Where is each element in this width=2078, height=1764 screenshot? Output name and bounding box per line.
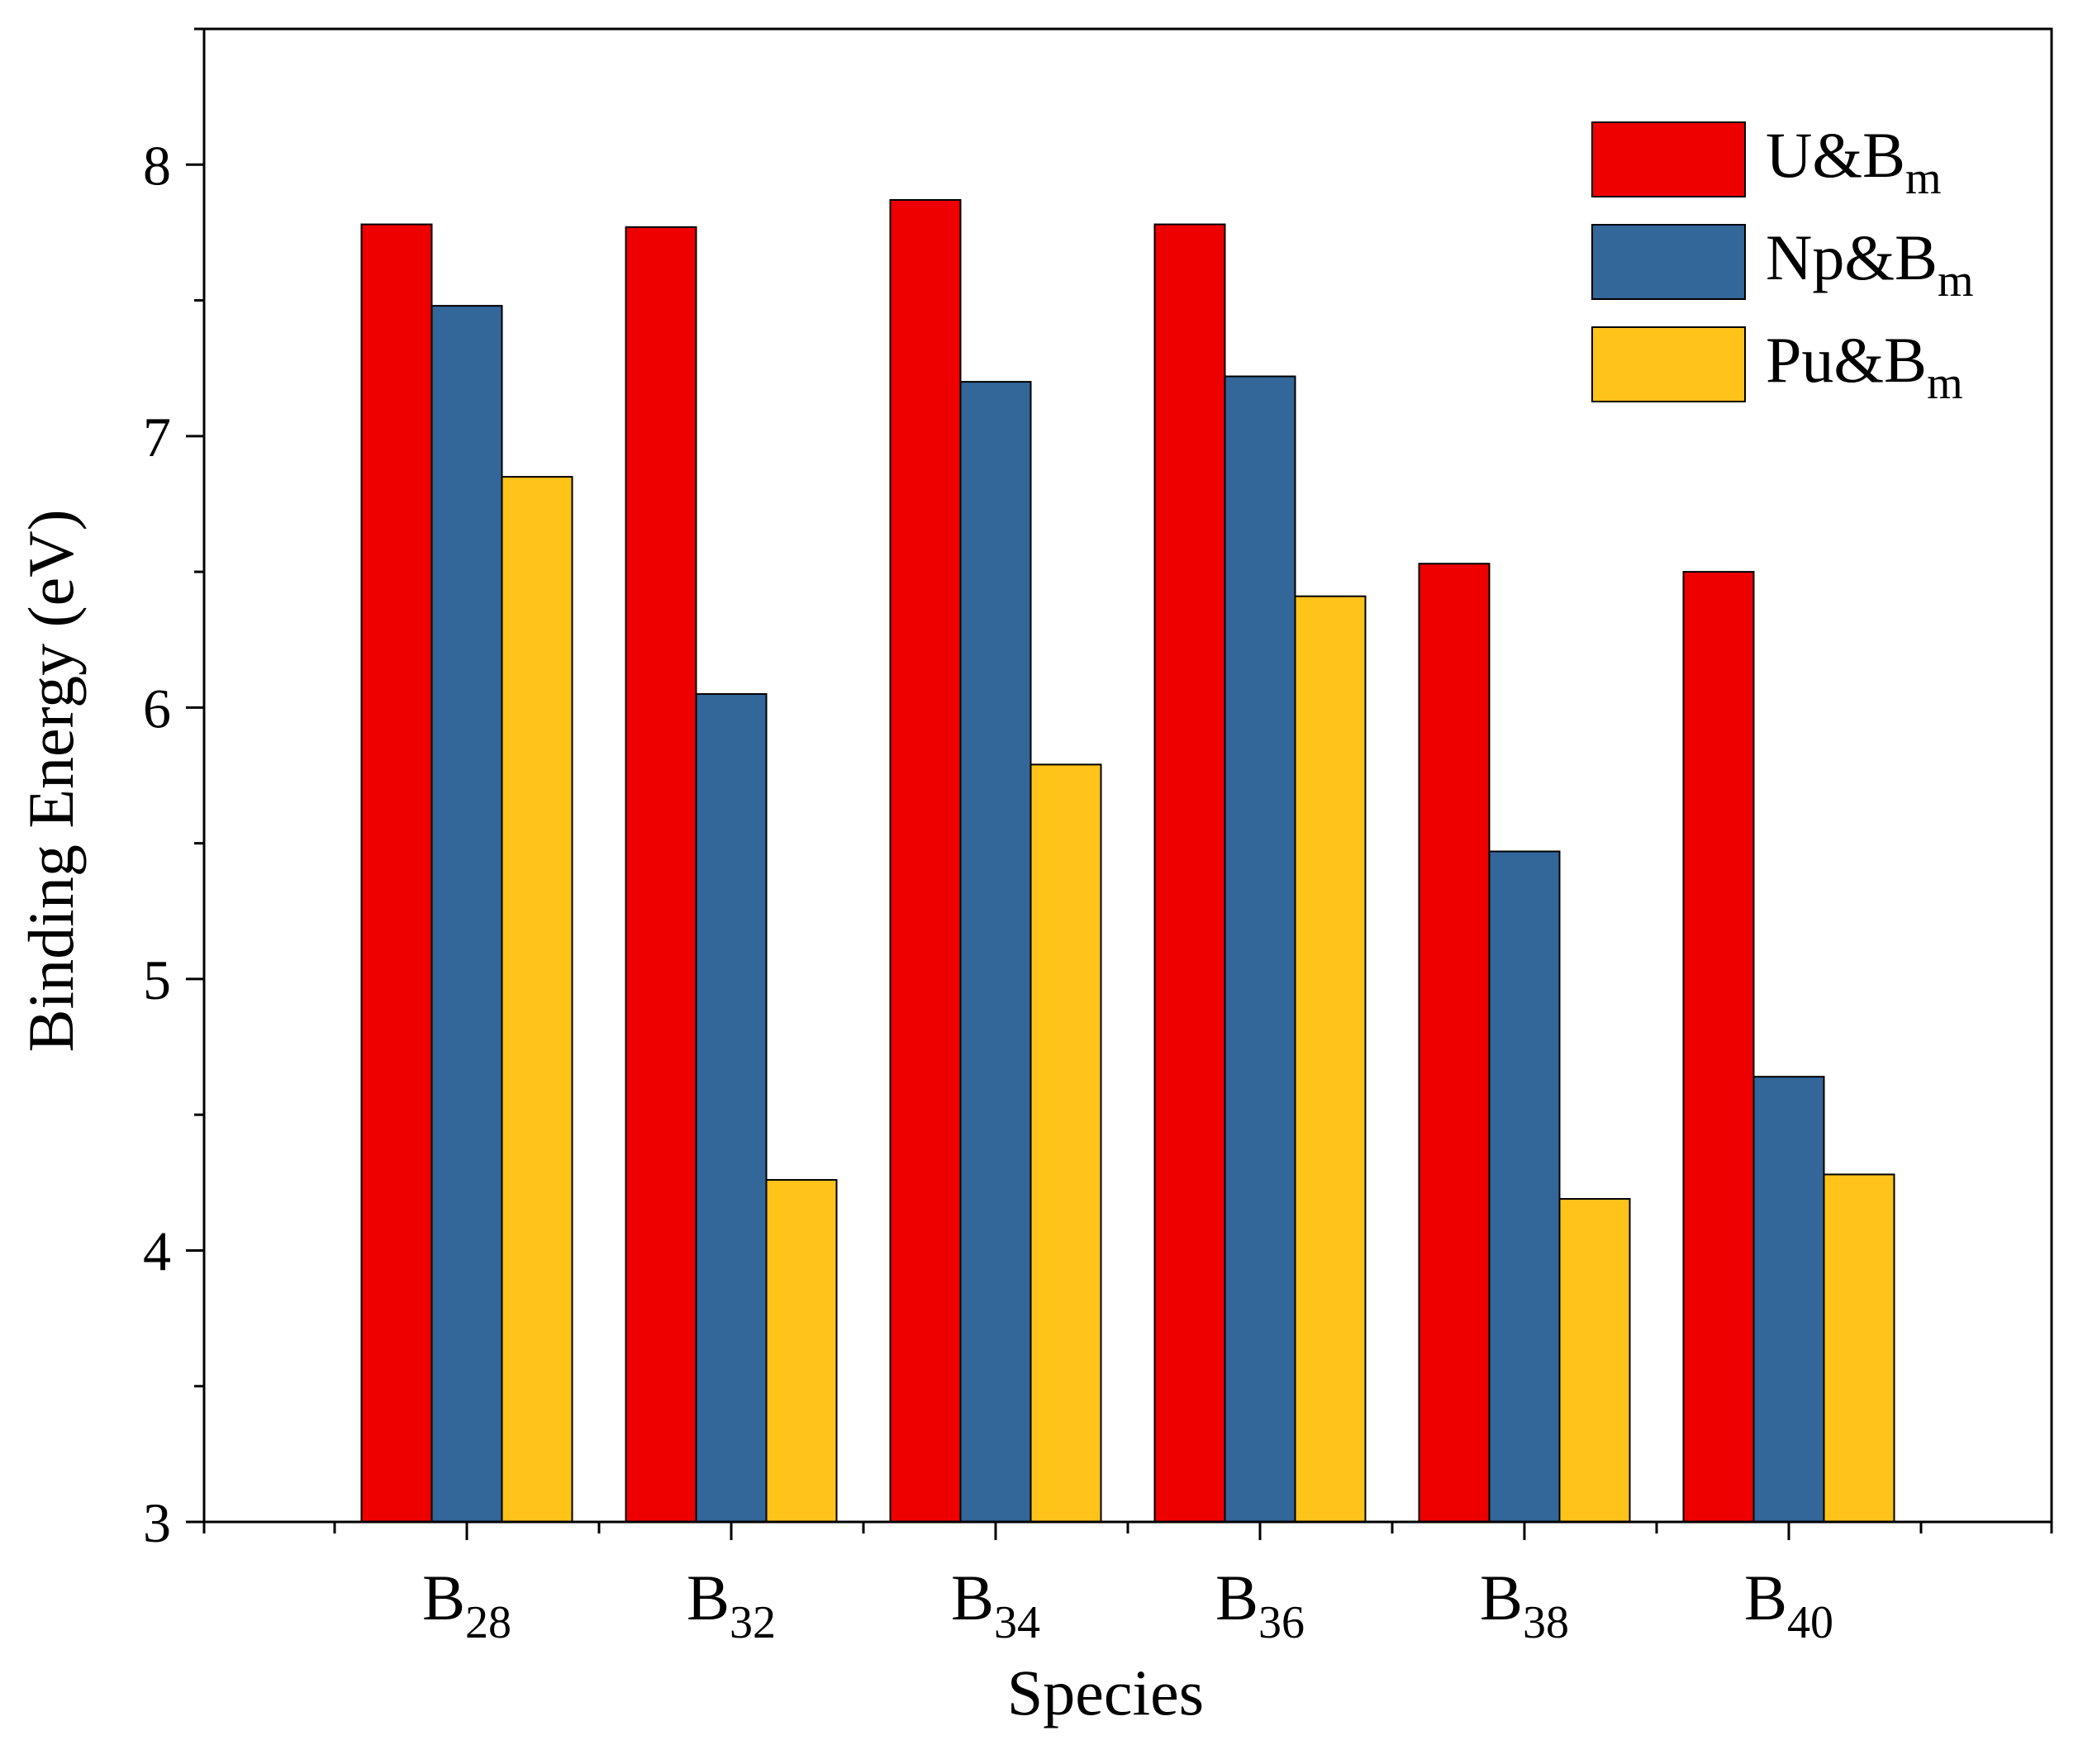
bar-np-b-b32 [695,692,768,1523]
legend-label: Np&Bm [1766,221,1974,307]
bar-u-b-b40 [1682,571,1755,1523]
bar-pu-b-b28 [501,476,573,1523]
x-tick-label: B36 [1215,1562,1305,1648]
y-tick-label: 6 [143,677,171,739]
bar-pu-b-b40 [1823,1173,1895,1523]
y-tick-label: 4 [143,1220,171,1282]
y-tick-label: 7 [143,406,171,468]
bar-u-b-b32 [625,226,697,1524]
legend-swatch-np-b [1591,224,1746,300]
bar-u-b-b34 [889,198,962,1523]
bar-np-b-b36 [1224,375,1296,1523]
bar-u-b-b36 [1153,223,1226,1523]
legend-swatch-u-b [1591,121,1746,197]
legend-swatch-pu-b [1591,326,1746,402]
x-tick-label: B34 [951,1562,1040,1648]
bar-u-b-b28 [360,223,433,1523]
x-tick-label: B38 [1480,1562,1569,1648]
bar-pu-b-b36 [1294,595,1367,1523]
bar-np-b-b40 [1752,1076,1825,1523]
x-axis-title: Species [1007,1657,1204,1728]
y-tick-label: 3 [143,1491,171,1554]
bar-np-b-b34 [959,381,1032,1523]
x-tick-label: B40 [1744,1562,1833,1648]
y-tick-label: 8 [143,134,171,197]
legend-label: U&Bm [1766,119,1942,204]
bar-pu-b-b34 [1029,763,1102,1523]
legend-label: Pu&Bm [1766,324,1963,409]
bar-pu-b-b38 [1558,1198,1631,1523]
x-tick-label: B28 [422,1562,511,1648]
y-tick-label: 5 [143,949,171,1011]
x-tick-label: B32 [687,1562,776,1648]
bar-pu-b-b32 [765,1179,838,1523]
y-axis-title: Binding Energy (eV) [15,509,87,1052]
bar-u-b-b38 [1418,563,1491,1524]
bar-np-b-b38 [1488,850,1561,1523]
bar-np-b-b28 [430,305,503,1524]
